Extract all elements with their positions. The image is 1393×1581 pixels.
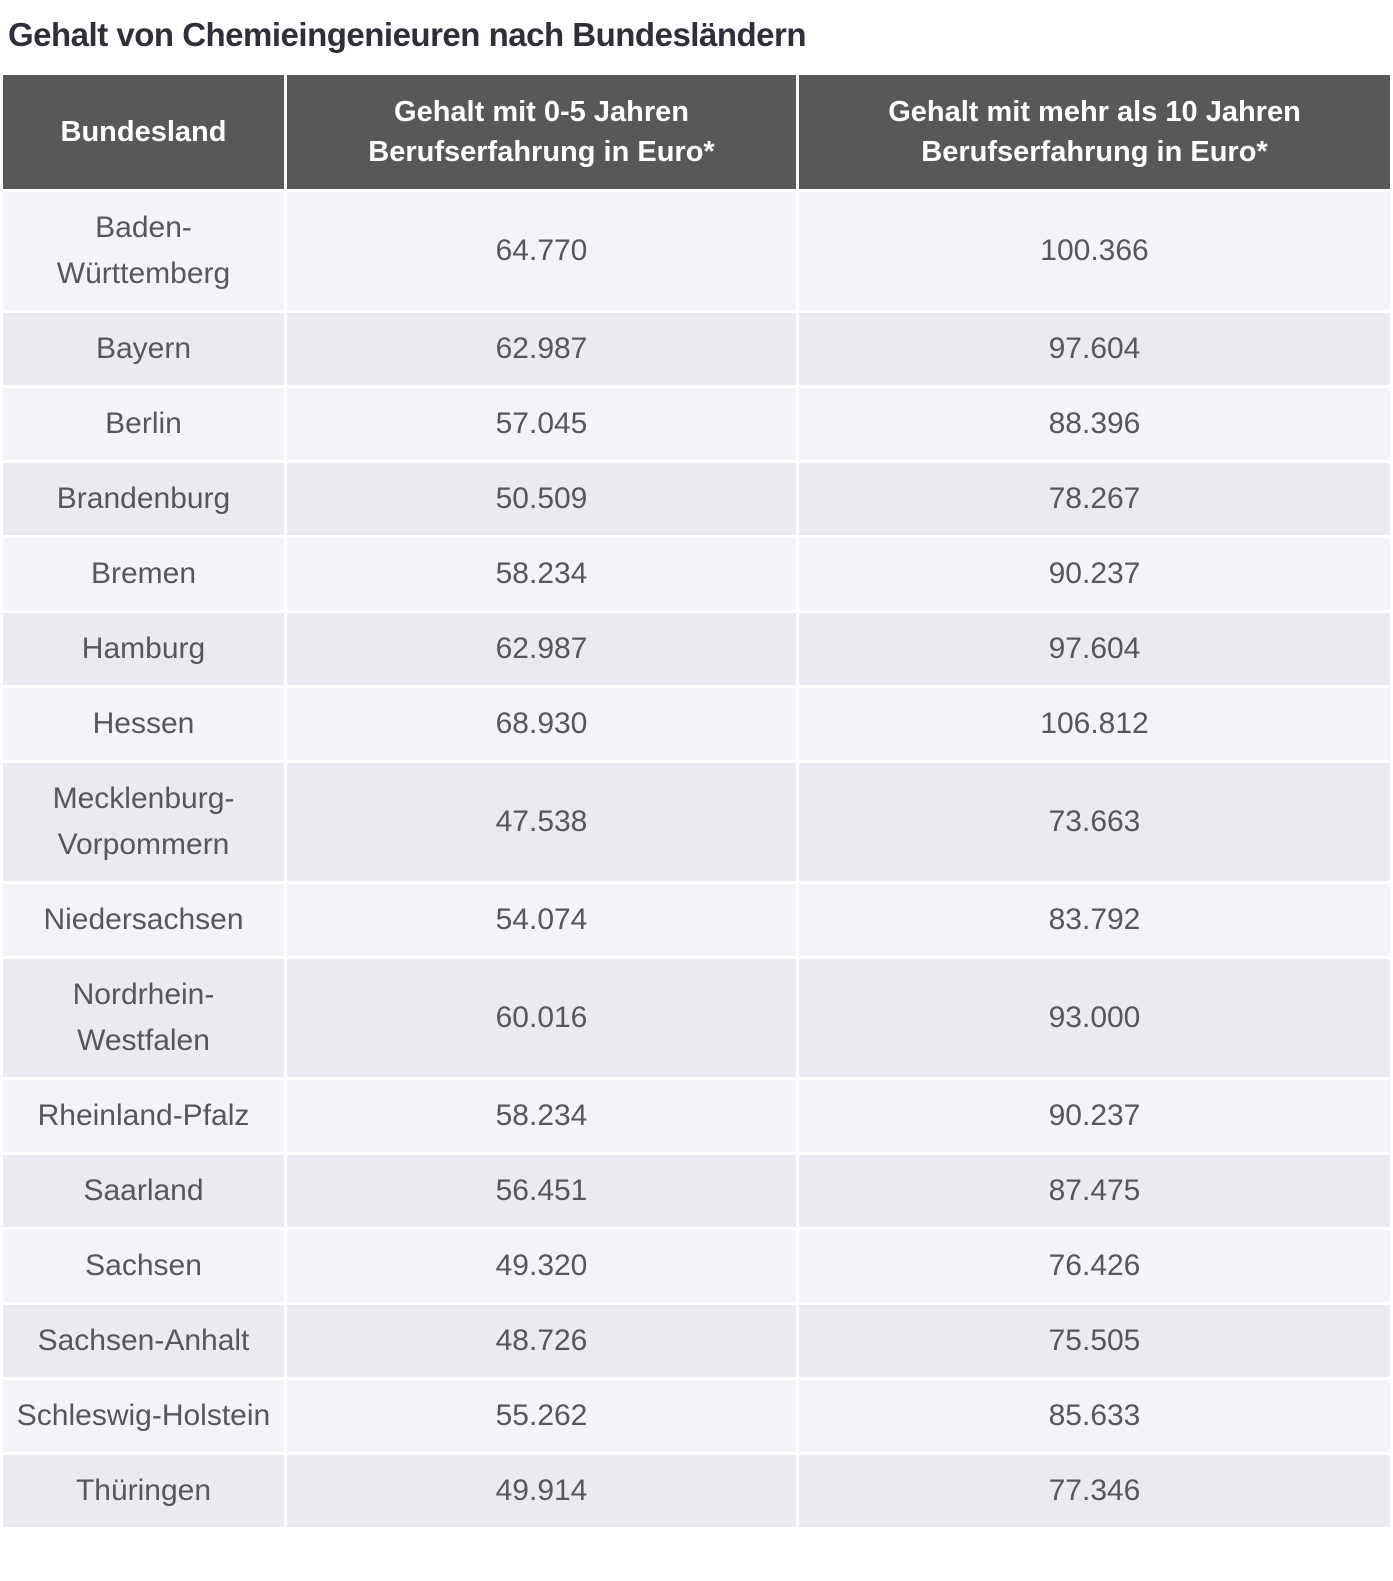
column-header-bundesland: Bundesland [3, 75, 284, 189]
cell-gehalt-10plus: 76.426 [799, 1230, 1390, 1302]
table-row: Baden-Württemberg 64.770 100.366 [3, 192, 1390, 310]
cell-bundesland: Sachsen-Anhalt [3, 1305, 284, 1377]
cell-bundesland: Brandenburg [3, 463, 284, 535]
table-row: Sachsen 49.320 76.426 [3, 1230, 1390, 1302]
cell-gehalt-10plus: 83.792 [799, 884, 1390, 956]
table-row: Mecklenburg-Vorpommern 47.538 73.663 [3, 763, 1390, 881]
cell-gehalt-0-5: 55.262 [287, 1380, 796, 1452]
column-header-gehalt-0-5: Gehalt mit 0-5 Jahren Berufserfahrung in… [287, 75, 796, 189]
cell-gehalt-10plus: 93.000 [799, 959, 1390, 1077]
cell-gehalt-10plus: 87.475 [799, 1155, 1390, 1227]
salary-table-body: Baden-Württemberg 64.770 100.366 Bayern 62.9… [3, 192, 1390, 1527]
cell-bundesland: Niedersachsen [3, 884, 284, 956]
cell-gehalt-10plus: 77.346 [799, 1455, 1390, 1527]
cell-bundesland: Rheinland-Pfalz [3, 1080, 284, 1152]
cell-gehalt-10plus: 106.812 [799, 688, 1390, 760]
page-title: Gehalt von Chemieingenieuren nach Bundes… [8, 16, 807, 53]
header-row: Bundesland Gehalt mit 0-5 Jahren Berufse… [3, 75, 1390, 189]
column-header-gehalt-10plus: Gehalt mit mehr als 10 Jahren Berufserfa… [799, 75, 1390, 189]
cell-bundesland: Baden-Württemberg [3, 192, 284, 310]
salary-table-header: Bundesland Gehalt mit 0-5 Jahren Berufse… [3, 75, 1390, 189]
cell-bundesland: Mecklenburg-Vorpommern [3, 763, 284, 881]
cell-gehalt-10plus: 78.267 [799, 463, 1390, 535]
cell-gehalt-10plus: 97.604 [799, 613, 1390, 685]
cell-bundesland: Berlin [3, 388, 284, 460]
cell-gehalt-0-5: 49.320 [287, 1230, 796, 1302]
table-row: Berlin 57.045 88.396 [3, 388, 1390, 460]
cell-bundesland: Nordrhein-Westfalen [3, 959, 284, 1077]
cell-gehalt-0-5: 49.914 [287, 1455, 796, 1527]
cell-gehalt-0-5: 47.538 [287, 763, 796, 881]
cell-gehalt-10plus: 85.633 [799, 1380, 1390, 1452]
cell-gehalt-0-5: 54.074 [287, 884, 796, 956]
cell-gehalt-0-5: 62.987 [287, 313, 796, 385]
table-row: Brandenburg 50.509 78.267 [3, 463, 1390, 535]
table-row: Thüringen 49.914 77.346 [3, 1455, 1390, 1527]
cell-gehalt-0-5: 58.234 [287, 1080, 796, 1152]
table-row: Hessen 68.930 106.812 [3, 688, 1390, 760]
table-row: Bremen 58.234 90.237 [3, 538, 1390, 610]
cell-gehalt-0-5: 58.234 [287, 538, 796, 610]
table-row: Rheinland-Pfalz 58.234 90.237 [3, 1080, 1390, 1152]
cell-gehalt-10plus: 75.505 [799, 1305, 1390, 1377]
table-row: Nordrhein-Westfalen 60.016 93.000 [3, 959, 1390, 1077]
table-row: Niedersachsen 54.074 83.792 [3, 884, 1390, 956]
cell-gehalt-10plus: 73.663 [799, 763, 1390, 881]
cell-gehalt-10plus: 97.604 [799, 313, 1390, 385]
salary-table: Bundesland Gehalt mit 0-5 Jahren Berufse… [0, 72, 1393, 1530]
cell-gehalt-10plus: 100.366 [799, 192, 1390, 310]
table-row: Bayern 62.987 97.604 [3, 313, 1390, 385]
cell-bundesland: Bayern [3, 313, 284, 385]
cell-gehalt-10plus: 88.396 [799, 388, 1390, 460]
cell-bundesland: Schleswig-Holstein [3, 1380, 284, 1452]
cell-gehalt-0-5: 60.016 [287, 959, 796, 1077]
cell-bundesland: Bremen [3, 538, 284, 610]
cell-bundesland: Sachsen [3, 1230, 284, 1302]
table-row: Hamburg 62.987 97.604 [3, 613, 1390, 685]
cell-gehalt-10plus: 90.237 [799, 1080, 1390, 1152]
cell-bundesland: Hamburg [3, 613, 284, 685]
cell-gehalt-0-5: 56.451 [287, 1155, 796, 1227]
cell-gehalt-0-5: 68.930 [287, 688, 796, 760]
cell-bundesland: Saarland [3, 1155, 284, 1227]
cell-gehalt-0-5: 50.509 [287, 463, 796, 535]
cell-gehalt-0-5: 62.987 [287, 613, 796, 685]
table-row: Saarland 56.451 87.475 [3, 1155, 1390, 1227]
cell-gehalt-10plus: 90.237 [799, 538, 1390, 610]
cell-gehalt-0-5: 48.726 [287, 1305, 796, 1377]
cell-bundesland: Thüringen [3, 1455, 284, 1527]
table-row: Sachsen-Anhalt 48.726 75.505 [3, 1305, 1390, 1377]
cell-gehalt-0-5: 57.045 [287, 388, 796, 460]
cell-gehalt-0-5: 64.770 [287, 192, 796, 310]
table-row: Schleswig-Holstein 55.262 85.633 [3, 1380, 1390, 1452]
cell-bundesland: Hessen [3, 688, 284, 760]
